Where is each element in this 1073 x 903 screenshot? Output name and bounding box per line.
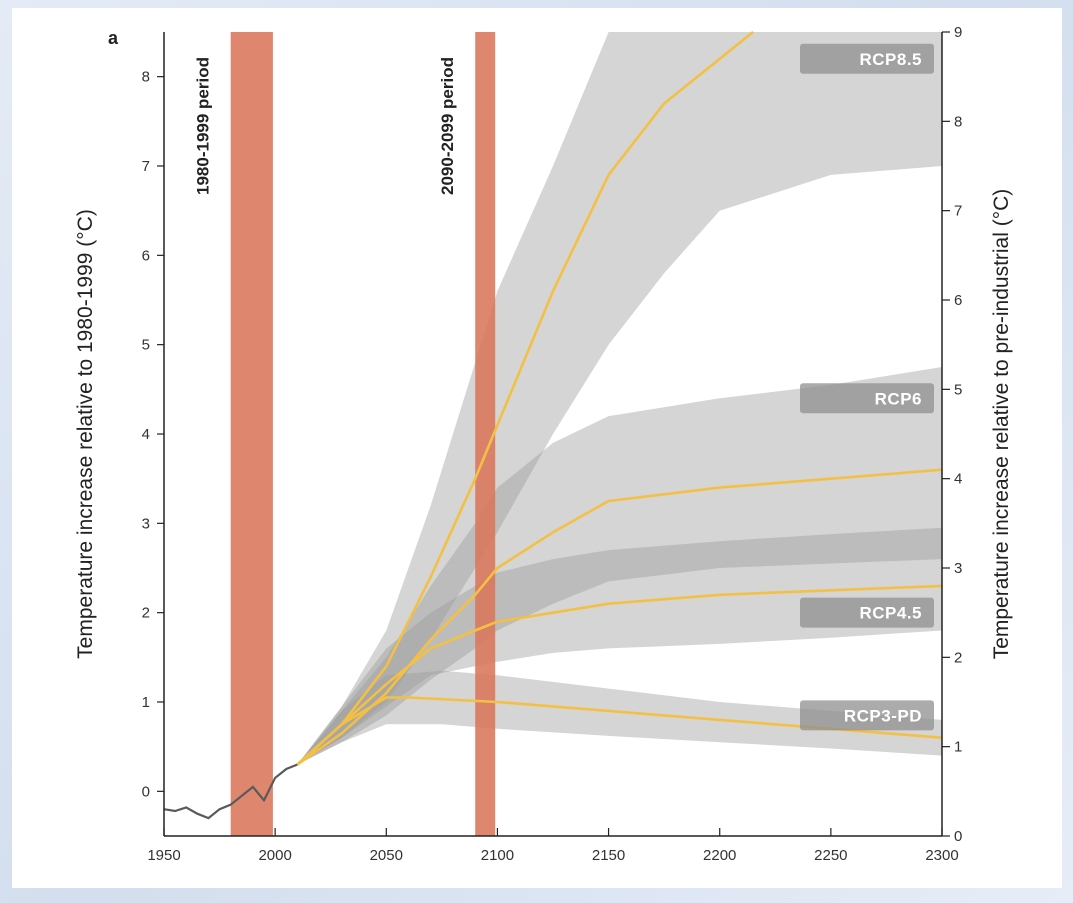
series-lines xyxy=(163,30,943,820)
y2-tick-label: 5 xyxy=(954,381,962,398)
y-tick-label: 5 xyxy=(142,337,150,354)
scenario-label-bg xyxy=(800,43,934,74)
uncertainty-bands xyxy=(297,32,942,765)
x-tick-label: 2000 xyxy=(258,847,291,864)
chart-labels: Temperature increase relative to 1980-19… xyxy=(74,28,1013,731)
x-tick-label: 2050 xyxy=(370,847,403,864)
y2-tick-label: 9 xyxy=(954,24,962,41)
band-rcp6 xyxy=(297,367,942,765)
line-rcp8-5 xyxy=(296,30,754,766)
y2-tick-label: 6 xyxy=(954,292,962,309)
y-tick-label: 2 xyxy=(142,605,150,622)
y-tick-label: 0 xyxy=(142,783,150,800)
y2-tick-label: 8 xyxy=(954,113,962,130)
line-rcp3-pd xyxy=(296,696,943,766)
x-tick-label: 2150 xyxy=(592,847,625,864)
x-tick-label: 2250 xyxy=(814,847,847,864)
temperature-chart: 1950 2000 2050 2100 2150 2200 2250 230001234567… xyxy=(74,24,1013,864)
y-tick-label: 7 xyxy=(142,158,150,175)
period-label-bg xyxy=(433,36,462,216)
x-tick-label: 2200 xyxy=(703,847,736,864)
band-rcp8-5 xyxy=(297,32,942,765)
y-tick-label: 6 xyxy=(142,247,150,264)
historical-line xyxy=(163,763,298,820)
y2-tick-label: 4 xyxy=(954,471,962,488)
y-axis-title: Temperature increase relative to 1980-19… xyxy=(74,209,97,659)
scenario-label-rcp6: RCP6 xyxy=(875,389,922,408)
period-bar-2090-2099-period xyxy=(475,32,496,836)
period-label-2090-2099-period: 2090-2099 period xyxy=(438,57,457,195)
y2-tick-label: 7 xyxy=(954,203,962,220)
y-tick-label: 3 xyxy=(142,515,150,532)
y2-tick-label: 1 xyxy=(954,739,962,756)
y2-tick-label: 0 xyxy=(954,828,962,845)
scenario-label-bg xyxy=(800,597,934,628)
axes: 1950 2000 2050 2100 2150 2200 2250 230001234567… xyxy=(142,24,963,864)
figure-panel: 1950 2000 2050 2100 2150 2200 2250 2300 0 1 2 3 4 5 6 7… xyxy=(12,8,1062,888)
x-tick-label: 2100 xyxy=(481,847,514,864)
panel-label: a xyxy=(108,28,119,48)
period-label-1980-1999-period: 1980-1999 period xyxy=(194,57,213,195)
y-tick-label: 1 xyxy=(142,694,150,711)
x-tick-label: 1950 xyxy=(147,847,180,864)
period-label-bg xyxy=(188,36,217,216)
y2-axis-title: Temperature increase relative to pre-ind… xyxy=(990,189,1013,660)
line-rcp4-5 xyxy=(296,584,943,766)
band-rcp4-5 xyxy=(297,527,942,765)
scenario-label-bg xyxy=(800,383,934,414)
x-tick-label: 2300 xyxy=(925,847,958,864)
scenario-label-rcp3-pd: RCP3-PD xyxy=(844,706,922,725)
band-rcp3-pd xyxy=(297,670,942,765)
y2-tick-label: 3 xyxy=(954,560,962,577)
y-tick-label: 8 xyxy=(142,69,150,86)
period-bars xyxy=(230,32,496,836)
scenario-label-rcp8-5: RCP8.5 xyxy=(859,50,922,69)
y-tick-label: 4 xyxy=(142,426,150,443)
scenario-label-bg xyxy=(800,700,934,731)
period-bar-1980-1999-period xyxy=(230,32,273,836)
y2-tick-label: 2 xyxy=(954,649,962,666)
scenario-label-rcp4-5: RCP4.5 xyxy=(859,604,922,623)
